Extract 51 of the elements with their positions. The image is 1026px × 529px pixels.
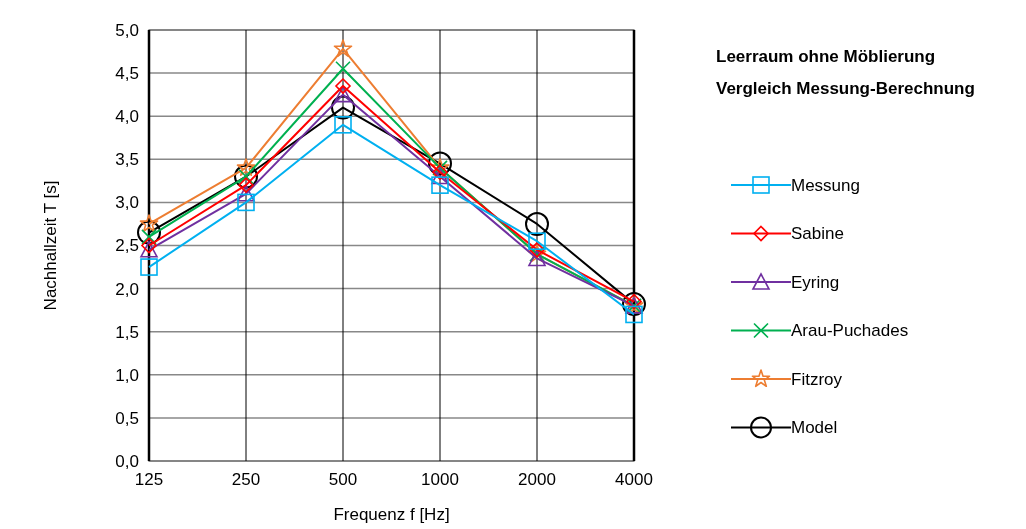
point — [139, 214, 159, 233]
y-tick-label: 1,0 — [115, 365, 139, 385]
point — [432, 164, 448, 181]
point — [137, 220, 161, 245]
legend-label: Eyring — [791, 272, 840, 292]
y-tick-label: 2,0 — [115, 279, 139, 299]
point — [331, 95, 355, 120]
point — [237, 193, 255, 212]
point — [140, 258, 158, 276]
y-axis-title: Nachhallzeit T [s] — [41, 180, 60, 311]
point — [431, 167, 449, 185]
point — [431, 176, 449, 194]
y-tick-label: 3,5 — [115, 150, 139, 170]
legend-label: Model — [791, 418, 838, 438]
y-tick-label: 0,5 — [115, 408, 139, 428]
legend-label: Sabine — [791, 224, 844, 244]
point — [334, 116, 352, 134]
point — [140, 241, 158, 258]
x-tick-label: 500 — [328, 470, 358, 489]
y-tick-label: 4,5 — [115, 64, 139, 84]
x-axis-title: Frequenz f [Hz] — [333, 505, 450, 524]
y-tick-label: 3,0 — [115, 193, 139, 213]
point — [528, 232, 546, 250]
y-tick-label: 2,5 — [115, 236, 139, 256]
x-tick-label: 2000 — [518, 470, 556, 489]
legend-label: Fitzroy — [791, 369, 843, 389]
point — [238, 177, 254, 193]
legend-label: Messung — [791, 175, 860, 195]
y-tick-label: 4,0 — [115, 107, 139, 127]
y-tick-label: 5,0 — [115, 20, 139, 40]
y-tick-label: 0,0 — [115, 451, 139, 471]
text: Vergleich Messung-Berechnung — [716, 79, 975, 98]
point — [525, 211, 549, 236]
x-tick-label: 4000 — [615, 470, 653, 489]
y-tick-label: 1,5 — [115, 322, 139, 342]
point — [428, 151, 452, 176]
point — [529, 242, 545, 258]
text: Leerraum ohne Möblierung — [716, 47, 936, 66]
point — [333, 39, 353, 58]
point — [334, 85, 352, 103]
point — [335, 78, 351, 94]
point — [141, 237, 157, 254]
point — [528, 249, 546, 267]
point — [335, 60, 351, 77]
point — [237, 184, 255, 202]
point — [625, 305, 643, 324]
x-tick-label: 125 — [134, 470, 164, 489]
point — [622, 292, 646, 317]
x-tick-label: 250 — [231, 470, 261, 489]
x-tick-label: 1000 — [421, 470, 459, 489]
legend-label: Arau-Puchades — [791, 321, 909, 341]
